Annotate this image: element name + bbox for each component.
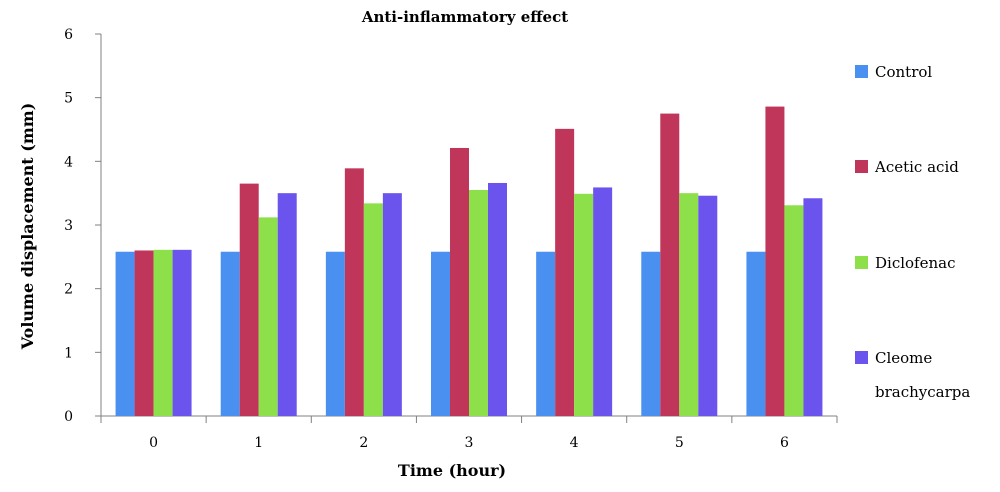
bar: [574, 193, 594, 416]
bar: [325, 251, 345, 416]
bar: [344, 168, 364, 416]
bar: [784, 205, 804, 416]
legend-swatch: [855, 256, 868, 269]
legend-label: brachycarpa: [875, 383, 970, 401]
x-tick-label: 4: [570, 435, 579, 451]
bar: [488, 182, 507, 416]
bar: [153, 249, 173, 416]
y-tick-label: 5: [64, 91, 73, 107]
x-axis-label: Time (hour): [398, 461, 506, 480]
y-tick-label: 2: [64, 282, 73, 298]
bar: [239, 183, 259, 416]
legend-swatch: [855, 160, 868, 173]
bar: [536, 251, 556, 416]
bar: [593, 187, 613, 416]
bar: [765, 106, 785, 416]
x-tick-label: 0: [149, 435, 158, 451]
legend-label: Diclofenac: [875, 254, 956, 272]
bar: [363, 203, 383, 416]
bar: [450, 147, 469, 417]
y-tick-label: 0: [64, 409, 73, 425]
legend-swatch: [855, 351, 868, 364]
x-tick-label: 6: [780, 435, 789, 451]
bar: [431, 251, 450, 416]
legend-label: Cleome: [875, 349, 932, 367]
x-tick-label: 2: [359, 435, 368, 451]
bar: [277, 193, 297, 416]
plot-area: 0 1 2 3 4 5 6 0 1 2 3 4 5 6: [64, 27, 838, 451]
bar: [803, 198, 823, 416]
x-tick-label: 5: [675, 435, 684, 451]
y-tick-label: 3: [64, 218, 73, 234]
bar: [115, 251, 135, 416]
bar: [679, 193, 699, 416]
x-tick-label: 1: [254, 435, 263, 451]
legend-label: Control: [875, 63, 932, 81]
y-tick-label: 6: [64, 27, 73, 43]
bar: [660, 113, 680, 416]
bar: [382, 193, 402, 416]
bar: [172, 249, 192, 416]
y-tick-label: 1: [64, 345, 73, 361]
legend-swatch: [855, 65, 868, 78]
x-tick-label: 3: [465, 435, 474, 451]
legend-label: Acetic acid: [874, 158, 959, 176]
bar: [258, 217, 278, 416]
bar: [555, 128, 575, 416]
bar: [469, 189, 488, 416]
bar: [746, 251, 766, 416]
bar: [698, 195, 718, 416]
chart-title: Anti-inflammatory effect: [361, 8, 568, 26]
bar: [641, 251, 661, 416]
bar: [134, 250, 154, 416]
bar: [220, 251, 240, 416]
y-tick-label: 4: [64, 154, 73, 170]
legend: Control Acetic acid Diclofenac Cleome brachy…: [855, 63, 970, 401]
y-axis-label: Volume displacement (mm): [18, 103, 37, 351]
